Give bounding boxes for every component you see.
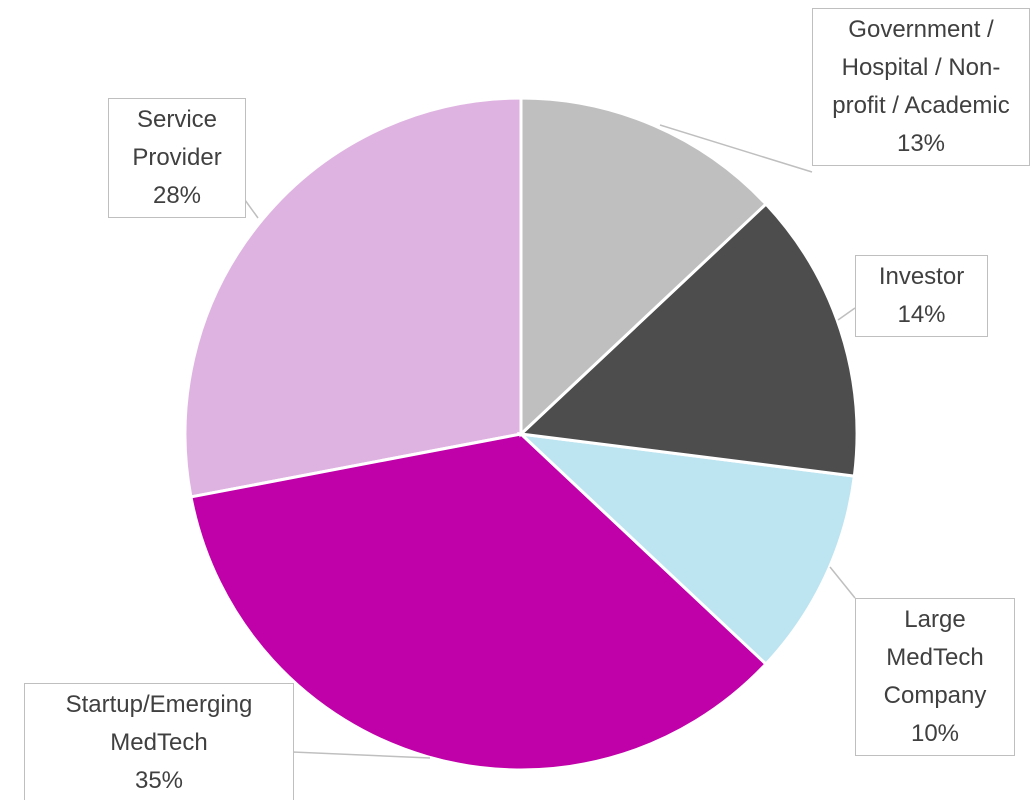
category-label: Service Provider <box>132 106 222 171</box>
pie-slice <box>183 96 523 499</box>
value-label: 28% <box>152 182 202 209</box>
data-label: Government / Hospital / Non-profit / Aca… <box>812 8 1030 166</box>
leader-line <box>829 566 856 599</box>
data-label: Service Provider 28% <box>108 98 246 218</box>
data-label: Startup/Emerging MedTech 35% <box>24 683 294 800</box>
leader-line <box>659 124 813 173</box>
category-label: Large MedTech Company <box>883 606 987 709</box>
data-label: Investor 14% <box>855 255 988 337</box>
pie-slice <box>517 201 859 478</box>
value-label: 13% <box>896 130 946 157</box>
pie-slice <box>519 96 769 438</box>
leader-line <box>292 751 431 790</box>
pie-slice <box>516 431 857 667</box>
category-label: Investor <box>878 263 965 290</box>
category-label: Government / Hospital / Non-profit / Aca… <box>832 16 1010 119</box>
category-label: Startup/Emerging MedTech <box>65 691 253 756</box>
data-label: Large MedTech Company 10% <box>855 598 1015 756</box>
pie-slice <box>189 432 769 772</box>
value-label: 14% <box>897 301 946 328</box>
value-label: 10% <box>910 720 960 747</box>
leader-line <box>244 199 259 219</box>
value-label: 35% <box>134 767 184 794</box>
leader-line <box>837 307 856 321</box>
